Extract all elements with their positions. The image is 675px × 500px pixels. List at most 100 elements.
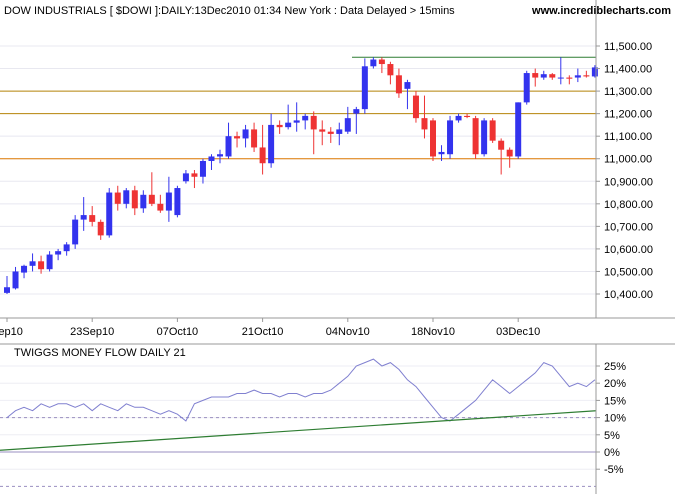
site-watermark: www.incrediblecharts.com	[531, 5, 671, 17]
candle-body	[361, 66, 368, 110]
candle-body	[498, 140, 505, 150]
candle	[438, 145, 445, 161]
candle-body	[293, 120, 300, 123]
date-axis-label: 18Nov10	[411, 326, 455, 338]
candle-body	[336, 129, 343, 134]
date-axis-label: 03Dec10	[496, 326, 540, 338]
candle-body	[472, 118, 479, 155]
candle	[72, 215, 79, 249]
candle	[268, 113, 275, 168]
candle	[489, 118, 496, 143]
indicator-trend-line	[0, 410, 597, 451]
candle-body	[464, 115, 471, 118]
candle	[336, 122, 343, 146]
candle-body	[174, 188, 181, 216]
candle	[123, 188, 130, 209]
candle-body	[523, 73, 530, 103]
candle-body	[89, 215, 96, 222]
candle	[387, 61, 394, 85]
indicator-axis-label: -5%	[604, 464, 624, 476]
price-axis-label: 10,800.00	[604, 199, 653, 211]
date-axis-label: 21Oct10	[242, 326, 284, 338]
candle-body	[430, 120, 436, 157]
candle	[344, 106, 351, 134]
candle-body	[29, 261, 36, 266]
candle-body	[140, 194, 147, 209]
candle	[114, 185, 121, 211]
candle-body	[557, 77, 564, 79]
candle	[38, 255, 45, 274]
candle	[532, 68, 539, 87]
candle-body	[80, 215, 87, 220]
date-axis-label: 23Sep10	[70, 326, 114, 338]
candle-body	[225, 136, 232, 157]
candle	[481, 118, 488, 157]
candle-body	[421, 118, 428, 130]
candle-body	[353, 109, 360, 114]
candle	[310, 111, 317, 155]
candle	[148, 172, 155, 207]
chart-title: DOW INDUSTRIALS [ $DOWI ]:DAILY:13Dec201…	[4, 5, 455, 17]
candle	[234, 131, 241, 148]
candle-body	[327, 131, 334, 134]
candle	[55, 248, 62, 261]
indicator-axis-label: 10%	[604, 413, 626, 425]
candle	[302, 113, 309, 130]
price-axis-label: 11,000.00	[604, 154, 652, 166]
candle-body	[455, 115, 462, 121]
candle	[97, 219, 104, 240]
candle-body	[506, 149, 513, 157]
candle	[157, 194, 164, 213]
candle	[165, 176, 172, 222]
candle-body	[310, 115, 317, 130]
candle	[353, 106, 360, 134]
candle	[591, 65, 598, 78]
date-axis-label: 07Oct10	[157, 326, 199, 338]
date-axis-label: 04Nov10	[326, 326, 370, 338]
candle-body	[285, 122, 292, 128]
candle	[63, 242, 70, 256]
candle-body	[165, 192, 172, 211]
candle	[191, 170, 198, 189]
indicator-axis-label: 5%	[604, 430, 620, 442]
candle	[131, 185, 138, 216]
indicator-axis-label: 15%	[604, 395, 626, 407]
candle	[566, 75, 573, 85]
candle-body	[123, 190, 130, 204]
candle-body	[395, 75, 402, 94]
price-axis-label: 11,400.00	[604, 64, 652, 76]
candle	[515, 102, 522, 159]
candle	[540, 70, 547, 80]
candle	[327, 127, 334, 143]
candle	[174, 185, 181, 218]
candle	[404, 79, 411, 110]
candle-body	[489, 120, 496, 141]
candle	[472, 115, 479, 159]
candle-body	[191, 173, 198, 177]
candle-body	[268, 124, 275, 164]
candle-body	[97, 221, 104, 236]
price-axis-label: 11,200.00	[604, 109, 652, 121]
candle	[4, 275, 10, 294]
candle-body	[583, 75, 590, 77]
candle-body	[46, 254, 53, 270]
candle	[12, 266, 19, 290]
candle-body	[566, 77, 573, 79]
candle	[421, 95, 428, 139]
candle-body	[404, 82, 411, 89]
candle-body	[302, 115, 309, 121]
candle-body	[234, 136, 241, 139]
candle	[430, 118, 436, 161]
candle	[89, 206, 96, 227]
candle	[583, 70, 590, 78]
candle	[557, 57, 564, 85]
candle	[217, 149, 223, 164]
candle	[259, 124, 266, 175]
candle-body	[63, 244, 70, 252]
candle	[464, 113, 471, 119]
price-axis-label: 10,700.00	[604, 221, 653, 233]
candle-body	[4, 287, 10, 293]
candle	[242, 124, 249, 148]
candle	[80, 197, 87, 231]
candle	[21, 264, 28, 279]
